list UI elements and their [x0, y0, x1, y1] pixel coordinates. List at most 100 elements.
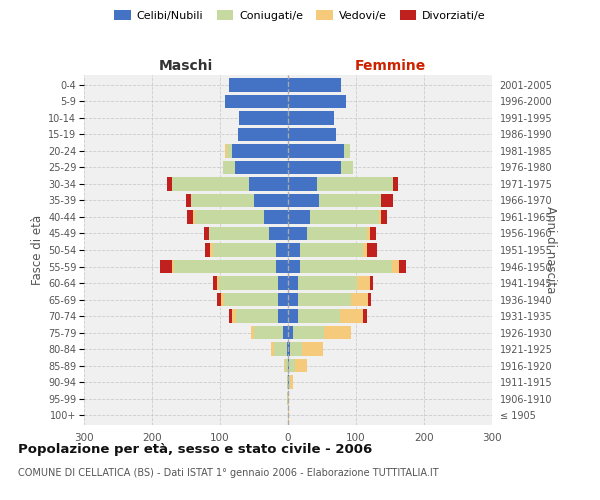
Bar — [319, 194, 381, 207]
Bar — [364, 243, 367, 257]
Bar — [367, 243, 377, 257]
Bar — [288, 293, 298, 306]
Bar — [221, 293, 224, 306]
Bar — [229, 78, 288, 92]
Bar — [239, 111, 288, 124]
Bar — [364, 310, 367, 323]
Bar — [187, 210, 193, 224]
Bar — [381, 210, 386, 224]
Bar — [344, 144, 350, 158]
Bar — [278, 276, 288, 290]
Bar — [167, 177, 172, 190]
Bar — [392, 260, 399, 274]
Bar — [278, 310, 288, 323]
Bar — [288, 78, 341, 92]
Text: Femmine: Femmine — [355, 58, 425, 72]
Bar — [288, 260, 300, 274]
Bar — [238, 128, 288, 141]
Bar — [288, 128, 335, 141]
Bar — [341, 160, 353, 174]
Bar — [399, 260, 406, 274]
Bar — [212, 243, 276, 257]
Bar — [274, 342, 287, 356]
Bar — [288, 160, 341, 174]
Bar — [251, 326, 254, 340]
Bar — [211, 243, 212, 257]
Bar — [232, 144, 288, 158]
Bar — [264, 210, 288, 224]
Bar — [223, 160, 235, 174]
Bar — [288, 226, 307, 240]
Bar — [229, 310, 232, 323]
Bar — [287, 342, 288, 356]
Bar — [300, 243, 364, 257]
Bar — [350, 293, 368, 306]
Bar — [226, 94, 288, 108]
Bar — [367, 226, 370, 240]
Bar — [217, 293, 221, 306]
Text: Popolazione per età, sesso e stato civile - 2006: Popolazione per età, sesso e stato civil… — [18, 442, 372, 456]
Bar — [368, 293, 371, 306]
Bar — [254, 194, 288, 207]
Bar — [290, 376, 293, 389]
Bar — [310, 210, 379, 224]
Bar — [248, 177, 288, 190]
Bar — [324, 326, 351, 340]
Bar — [217, 276, 218, 290]
Bar — [288, 359, 289, 372]
Bar — [381, 194, 394, 207]
Bar — [277, 260, 288, 274]
Bar — [203, 226, 209, 240]
Y-axis label: Fasce di età: Fasce di età — [31, 215, 44, 285]
Bar — [254, 326, 283, 340]
Y-axis label: Anni di nascita: Anni di nascita — [544, 206, 557, 294]
Bar — [317, 177, 393, 190]
Legend: Celibi/Nubili, Coniugati/e, Vedovi/e, Divorziati/e: Celibi/Nubili, Coniugati/e, Vedovi/e, Di… — [112, 8, 488, 24]
Bar — [186, 194, 191, 207]
Bar — [293, 326, 324, 340]
Bar — [236, 310, 278, 323]
Bar — [302, 342, 323, 356]
Bar — [175, 260, 277, 274]
Bar — [288, 392, 289, 406]
Bar — [288, 210, 310, 224]
Bar — [288, 94, 346, 108]
Bar — [393, 177, 398, 190]
Bar — [271, 342, 274, 356]
Text: COMUNE DI CELLATICA (BS) - Dati ISTAT 1° gennaio 2006 - Elaborazione TUTTITALIA.: COMUNE DI CELLATICA (BS) - Dati ISTAT 1°… — [18, 468, 439, 477]
Bar — [289, 376, 290, 389]
Bar — [288, 144, 344, 158]
Bar — [340, 310, 364, 323]
Bar — [205, 243, 211, 257]
Bar — [160, 260, 172, 274]
Bar — [287, 376, 288, 389]
Bar — [370, 276, 373, 290]
Bar — [172, 177, 248, 190]
Bar — [288, 408, 289, 422]
Bar — [298, 293, 350, 306]
Bar — [276, 243, 288, 257]
Bar — [172, 260, 175, 274]
Bar — [283, 326, 288, 340]
Bar — [288, 177, 317, 190]
Bar — [213, 276, 217, 290]
Bar — [300, 260, 392, 274]
Bar — [370, 226, 376, 240]
Bar — [288, 243, 300, 257]
Bar — [298, 276, 358, 290]
Bar — [295, 359, 307, 372]
Bar — [209, 226, 269, 240]
Bar — [298, 310, 340, 323]
Bar — [193, 210, 195, 224]
Bar — [218, 276, 278, 290]
Bar — [227, 144, 232, 158]
Bar — [235, 160, 288, 174]
Bar — [278, 293, 288, 306]
Bar — [195, 210, 264, 224]
Bar — [288, 111, 334, 124]
Bar — [288, 342, 290, 356]
Bar — [287, 392, 288, 406]
Bar — [269, 226, 288, 240]
Bar — [288, 310, 298, 323]
Bar — [285, 359, 288, 372]
